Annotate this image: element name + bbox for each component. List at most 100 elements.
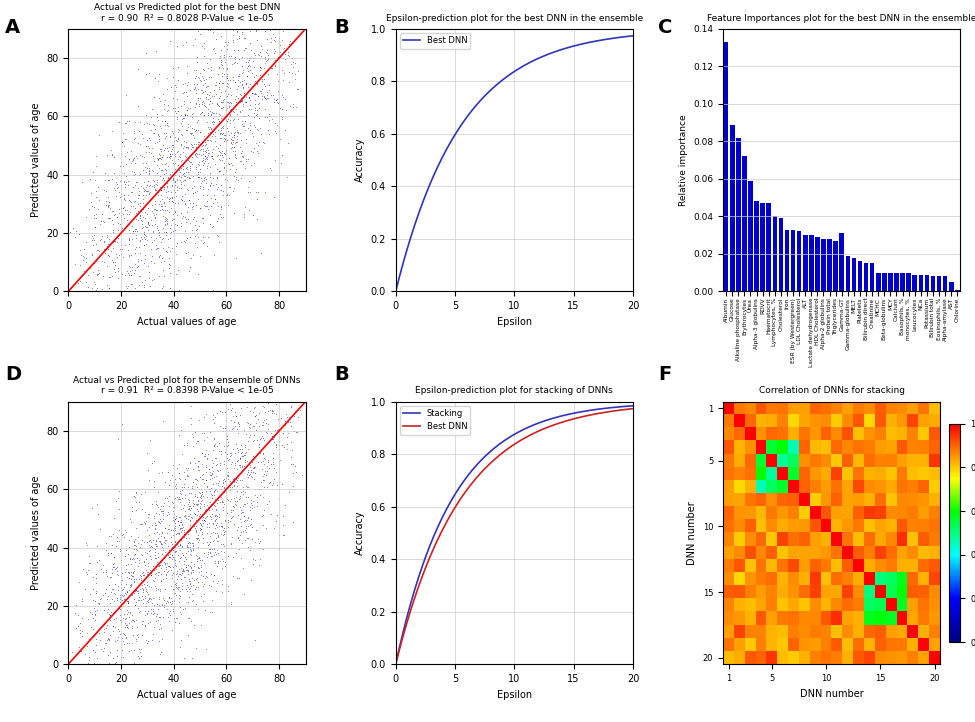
Point (229, 125, 245, 136)
Point (124, 279, 139, 290)
Point (148, 496, 164, 508)
Point (180, 542, 196, 553)
Point (136, 157, 151, 169)
Point (105, 620, 121, 632)
Point (184, 128, 200, 139)
Point (125, 154, 140, 165)
Point (181, 585, 197, 596)
Point (120, 175, 136, 187)
Point (106, 151, 122, 162)
Point (228, 90, 244, 102)
Point (123, 513, 138, 525)
Point (230, 509, 246, 521)
Point (160, 242, 176, 253)
Point (213, 555, 228, 567)
Point (160, 160, 176, 172)
Point (132, 569, 147, 580)
Point (287, 34, 302, 45)
Point (116, 189, 132, 201)
Point (193, 498, 209, 510)
Point (134, 567, 149, 579)
Point (188, 474, 204, 485)
Point (82, 557, 98, 568)
Point (142, 567, 158, 579)
Point (200, 448, 215, 460)
Point (230, 92, 246, 104)
Point (148, 541, 164, 552)
Point (185, 175, 201, 186)
Point (170, 219, 185, 230)
Point (250, 147, 265, 159)
Point (140, 658, 156, 670)
Point (244, 575, 259, 586)
Point (193, 489, 209, 500)
Point (245, 554, 260, 565)
Point (195, 580, 211, 592)
Point (255, 434, 271, 445)
Point (178, 162, 194, 174)
Point (240, 435, 255, 446)
Point (180, 193, 196, 205)
Point (174, 171, 189, 183)
Point (204, 461, 219, 473)
Point (166, 476, 181, 487)
Point (214, 487, 230, 498)
Point (275, 25, 291, 37)
Point (162, 173, 177, 185)
Point (164, 496, 179, 508)
Point (84, 250, 99, 261)
Point (137, 583, 153, 595)
Point (234, 505, 250, 517)
Point (204, 61, 219, 72)
Point (234, 115, 250, 126)
Point (109, 178, 125, 190)
Point (122, 116, 137, 127)
Point (225, 25, 241, 36)
Point (227, 495, 243, 507)
Point (139, 617, 155, 629)
Point (121, 596, 137, 607)
Point (154, 158, 170, 170)
Point (217, 144, 233, 155)
Point (176, 500, 192, 511)
Point (193, 163, 209, 175)
Point (236, 212, 252, 223)
Point (138, 181, 154, 193)
Point (182, 217, 198, 229)
Point (127, 196, 142, 208)
Point (219, 90, 235, 102)
Point (210, 529, 225, 541)
Point (190, 561, 206, 573)
Point (91, 195, 106, 206)
Point (131, 206, 146, 217)
Point (223, 97, 239, 108)
Point (154, 116, 170, 127)
Point (225, 34, 241, 45)
Point (166, 567, 181, 578)
Point (126, 225, 141, 237)
Point (239, 70, 254, 82)
Point (112, 593, 128, 604)
Point (106, 286, 122, 297)
Point (173, 552, 188, 563)
Point (110, 232, 126, 244)
Point (176, 563, 191, 575)
Point (231, 30, 247, 42)
Point (248, 461, 263, 473)
Point (181, 503, 197, 515)
Point (217, 63, 233, 74)
Point (136, 507, 152, 518)
Point (171, 467, 186, 479)
Point (84, 187, 99, 199)
Point (124, 145, 139, 157)
Point (143, 250, 159, 261)
Point (210, 560, 225, 572)
Point (170, 567, 185, 579)
Point (199, 474, 214, 486)
Point (202, 126, 217, 137)
Point (114, 529, 130, 541)
Point (218, 115, 234, 126)
Point (242, 124, 257, 136)
Point (121, 225, 137, 236)
Point (194, 70, 210, 82)
